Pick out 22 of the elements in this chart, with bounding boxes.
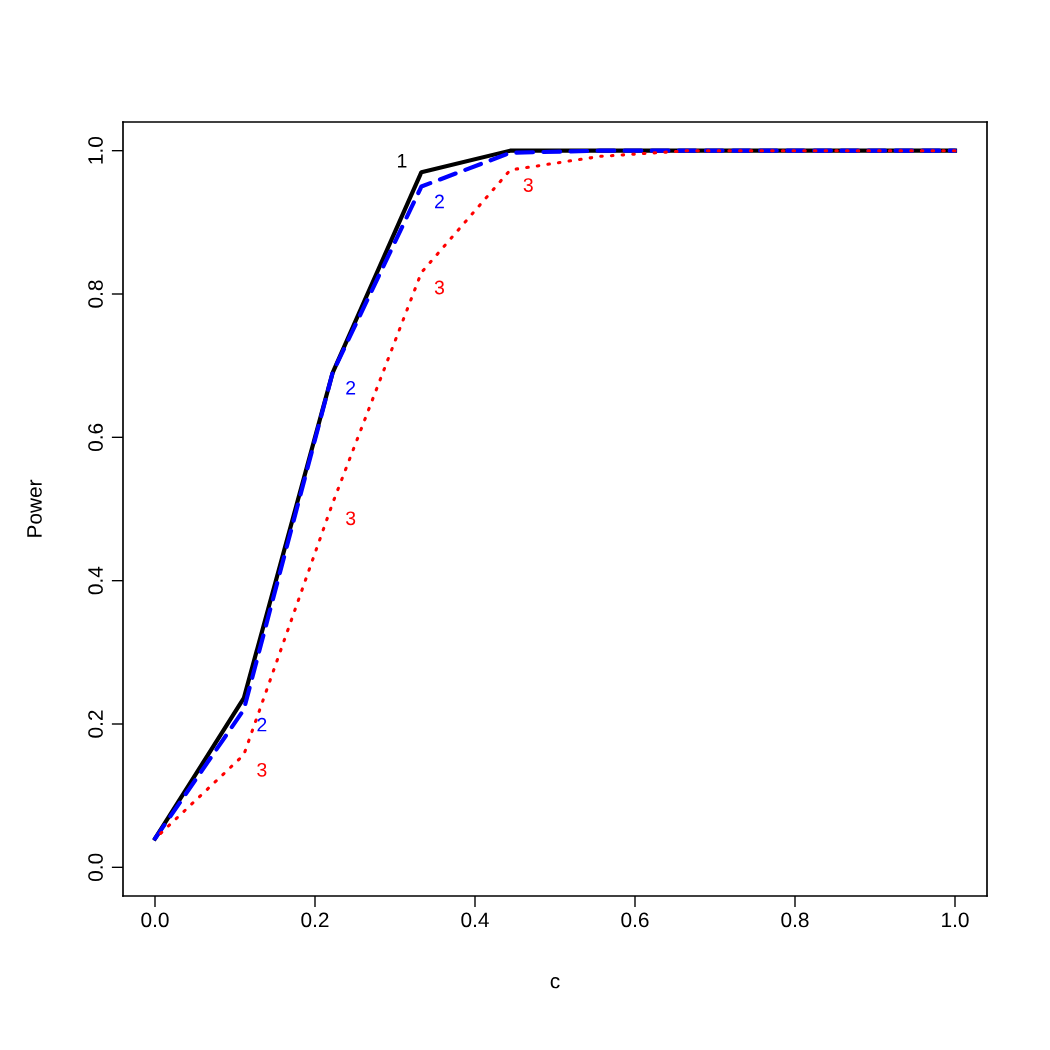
annotation: 3 bbox=[257, 762, 267, 777]
annotation: 2 bbox=[257, 717, 267, 732]
x-axis-title: c bbox=[550, 976, 560, 989]
annotation: 2 bbox=[435, 194, 444, 209]
x-tick-label: 0.2 bbox=[301, 912, 329, 928]
x-tick-label: 0.6 bbox=[621, 912, 649, 928]
annotation: 3 bbox=[345, 511, 356, 526]
y-axis-title: Power bbox=[27, 479, 42, 537]
annotation: 2 bbox=[346, 380, 356, 395]
x-tick-label: 0.0 bbox=[141, 912, 169, 928]
x-tick-label: 0.4 bbox=[461, 912, 489, 928]
annotation: 3 bbox=[434, 280, 445, 295]
annotation: 1 bbox=[398, 154, 407, 168]
y-tick-label: 0.2 bbox=[88, 710, 103, 738]
x-tick-label: 0.8 bbox=[781, 912, 809, 928]
y-tick-label: 0.6 bbox=[88, 423, 103, 451]
y-tick-label: 0.4 bbox=[88, 566, 103, 595]
x-tick-label: 1.0 bbox=[942, 912, 969, 928]
y-tick-label: 0.8 bbox=[88, 280, 103, 308]
y-tick-label: 1.0 bbox=[88, 137, 103, 164]
annotation: 3 bbox=[523, 178, 533, 192]
y-tick-label: 0.0 bbox=[88, 853, 103, 881]
